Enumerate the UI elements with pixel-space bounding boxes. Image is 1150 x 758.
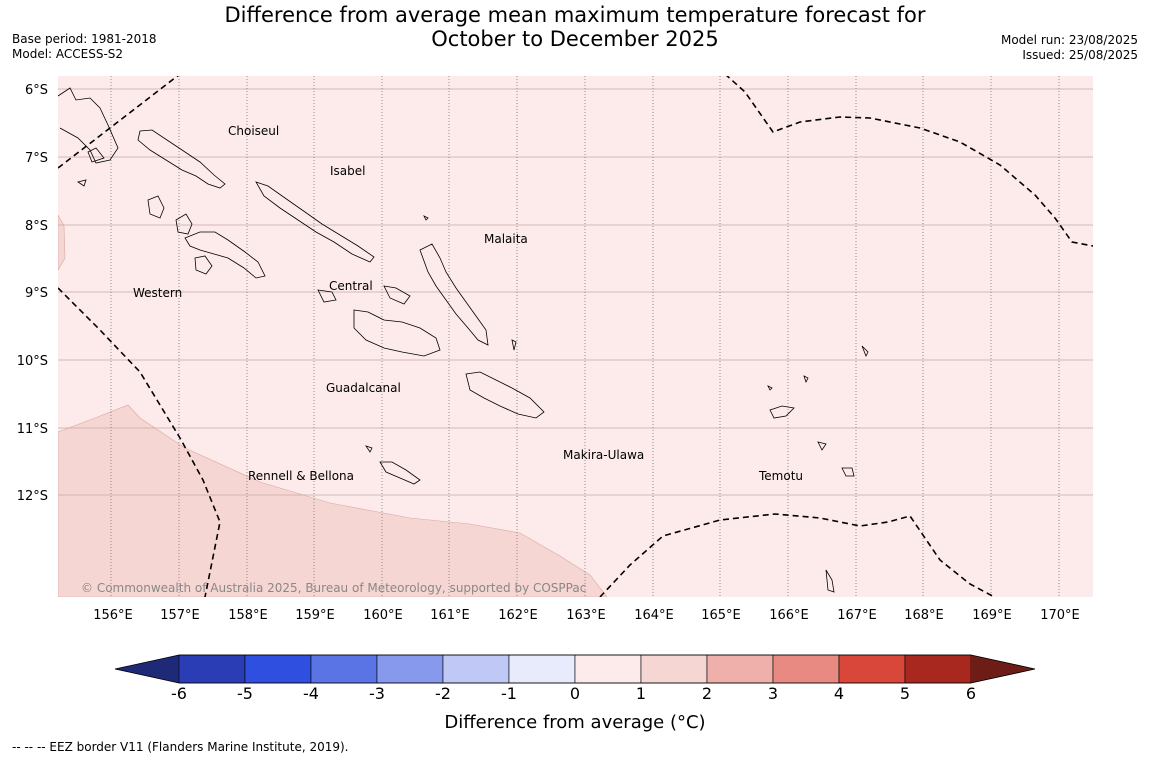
guadalcanal-coast (353, 309, 441, 357)
lon-label: 164°E (634, 608, 674, 623)
lat-label: 12°S (17, 489, 48, 504)
new-georgia-coast (184, 231, 266, 279)
colorbar-high-extension (971, 655, 1035, 683)
colorbar-low-extension (115, 655, 179, 683)
anomaly-field-1-2 (58, 404, 608, 597)
lon-label: 163°E (566, 608, 606, 623)
lat-label: 6°S (25, 83, 48, 98)
lon-label: 157°E (160, 608, 200, 623)
lon-label: 161°E (430, 608, 470, 623)
coastlines (58, 87, 869, 593)
colorbar-cell (178, 654, 246, 684)
vella-lavella-coast (147, 195, 165, 219)
rennell-coast (379, 461, 421, 485)
lon-label: 160°E (363, 608, 403, 623)
lon-label: 156°E (93, 608, 133, 623)
colorbar-cell (442, 654, 510, 684)
colorbar-tick-label: -5 (237, 684, 253, 703)
model-run: Model run: 23/08/2025 (1000, 33, 1138, 47)
base-info: Base period: 1981-2018 Model: ACCESS-S2 (12, 32, 157, 62)
issued-date: Issued: 25/08/2025 (1022, 48, 1138, 62)
title-line-2: October to December 2025 (431, 27, 719, 51)
model-name: Model: ACCESS-S2 (12, 47, 124, 61)
label-guadalcanal: Guadalcanal (326, 381, 401, 395)
run-info: Model run: 23/08/2025 Issued: 25/08/2025 (1001, 33, 1138, 63)
lon-label: 158°E (228, 608, 268, 623)
lon-label: 166°E (769, 608, 809, 623)
lon-label: 168°E (904, 608, 944, 623)
malaita-coast (419, 243, 489, 346)
lon-label: 159°E (295, 608, 335, 623)
map-title: Difference from average mean maximum tem… (0, 3, 1150, 51)
lon-label: 170°E (1040, 608, 1080, 623)
isabel-coast (255, 181, 375, 263)
nggela-coast (383, 285, 411, 305)
lon-label: 165°E (701, 608, 741, 623)
lat-gridlines (58, 88, 1093, 496)
colorbar-tick-label: 6 (966, 684, 976, 703)
colorbar-tick-label: 5 (900, 684, 910, 703)
colorbar-cell (640, 654, 708, 684)
bellona-coast (365, 445, 373, 453)
colorbar-cell (376, 654, 444, 684)
colorbar-cell (310, 654, 378, 684)
eez-footnote: -- -- -- EEZ border V11 (Flanders Marine… (12, 740, 349, 754)
label-isabel: Isabel (330, 164, 365, 178)
label-central: Central (329, 279, 373, 293)
colorbar: -6 -5 -4 -3 -2 -1 0 1 2 3 4 5 6 Difference from aver… (114, 654, 1036, 733)
colorbar-tick-label: -1 (501, 684, 517, 703)
label-temotu: Temotu (758, 469, 803, 483)
colorbar-tick-label: -2 (435, 684, 451, 703)
lat-axis-labels: 6°S 7°S 8°S 9°S 10°S 11°S 12°S (17, 83, 48, 504)
lat-label: 10°S (17, 354, 48, 369)
title-line-1: Difference from average mean maximum tem… (224, 3, 926, 27)
lat-label: 7°S (25, 151, 48, 166)
label-rennell-bellona: Rennell & Bellona (248, 469, 354, 483)
choiseul-coast (137, 129, 226, 189)
lon-label: 167°E (837, 608, 877, 623)
colorbar-tick-label: -6 (171, 684, 187, 703)
colorbar-cell (706, 654, 774, 684)
shortland-coast (87, 147, 105, 163)
lon-label: 162°E (498, 608, 538, 623)
lat-label: 9°S (25, 286, 48, 301)
base-period: Base period: 1981-2018 (12, 32, 157, 46)
colorbar-outline (114, 654, 1036, 684)
colorbar-ticks: -6 -5 -4 -3 -2 -1 0 1 2 3 4 5 6 (171, 684, 976, 703)
label-malaita: Malaita (484, 232, 528, 246)
eez-border (58, 76, 1093, 597)
colorbar-cell (244, 654, 312, 684)
copyright-notice: © Commonwealth of Australia 2025, Bureau… (81, 581, 586, 595)
colorbar-tick-label: -4 (303, 684, 319, 703)
lat-label: 8°S (25, 219, 48, 234)
label-western: Western (133, 286, 182, 300)
colorbar-cell (508, 654, 576, 684)
label-choiseul: Choiseul (228, 124, 279, 138)
makira-coast (465, 371, 545, 419)
province-labels: Choiseul Isabel Malaita Western Central … (133, 124, 803, 483)
colorbar-tick-label: 0 (570, 684, 580, 703)
colorbar-tick-label: 4 (834, 684, 844, 703)
colorbar-tick-label: -3 (369, 684, 385, 703)
map-area: Choiseul Isabel Malaita Western Central … (58, 76, 1093, 597)
colorbar-cell (574, 654, 642, 684)
colorbar-tick-label: 1 (636, 684, 646, 703)
colorbar-cell (772, 654, 840, 684)
russell-coast (317, 289, 337, 303)
anomaly-field-1-2-west (58, 214, 66, 271)
colorbar-cell (838, 654, 906, 684)
colorbar-cell (904, 654, 972, 684)
kolombangara-coast (175, 213, 193, 235)
lat-label: 11°S (17, 422, 48, 437)
bougainville-coast (58, 87, 119, 164)
colorbar-label: Difference from average (°C) (444, 712, 705, 733)
label-makira-ulawa: Makira-Ulawa (563, 448, 644, 462)
colorbar-tick-label: 2 (702, 684, 712, 703)
lon-axis-labels: 156°E 157°E 158°E 159°E 160°E 161°E 162°… (93, 608, 1080, 623)
lon-label: 169°E (972, 608, 1012, 623)
colorbar-tick-label: 3 (768, 684, 778, 703)
santa-cruz-coast (769, 405, 795, 419)
colorbar-cells (178, 654, 972, 684)
